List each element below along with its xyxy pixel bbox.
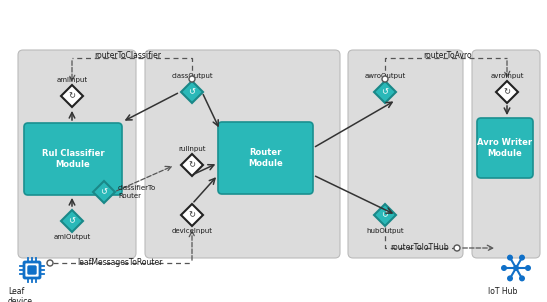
Text: ↻: ↻ [189, 210, 195, 220]
FancyBboxPatch shape [24, 123, 122, 195]
Text: amlInput: amlInput [56, 77, 88, 83]
FancyBboxPatch shape [477, 118, 533, 178]
Text: ↻: ↻ [68, 92, 75, 101]
Circle shape [189, 76, 195, 82]
Polygon shape [496, 81, 518, 103]
Text: ↺: ↺ [381, 210, 388, 220]
Polygon shape [61, 85, 83, 107]
Text: ↻: ↻ [189, 160, 195, 169]
Text: hubOutput: hubOutput [366, 228, 404, 234]
Polygon shape [181, 154, 203, 176]
Polygon shape [61, 210, 83, 232]
Text: classifierTo
Router: classifierTo Router [118, 185, 156, 198]
Text: routerToAvro: routerToAvro [424, 50, 472, 59]
Circle shape [507, 275, 513, 281]
FancyBboxPatch shape [145, 50, 340, 258]
FancyBboxPatch shape [348, 50, 463, 258]
Text: awroOutput: awroOutput [364, 73, 406, 79]
Text: routerToIoTHub: routerToIoTHub [391, 243, 449, 252]
FancyBboxPatch shape [24, 262, 40, 278]
Circle shape [513, 265, 519, 271]
Text: amlOutput: amlOutput [54, 234, 91, 240]
Text: leafMessagesToRouter: leafMessagesToRouter [77, 258, 162, 267]
Text: ↺: ↺ [101, 188, 108, 197]
Circle shape [501, 265, 507, 271]
Circle shape [47, 260, 53, 266]
Text: ↻: ↻ [503, 88, 510, 97]
FancyBboxPatch shape [28, 266, 36, 274]
Text: Router
Module: Router Module [248, 148, 283, 168]
Polygon shape [181, 204, 203, 226]
Text: routerToClassifier: routerToClassifier [95, 50, 161, 59]
Text: rulInput: rulInput [178, 146, 206, 152]
Text: ↺: ↺ [68, 217, 75, 226]
Text: Avro Writer
Module: Avro Writer Module [478, 138, 533, 158]
Polygon shape [93, 181, 115, 203]
FancyBboxPatch shape [472, 50, 540, 258]
Circle shape [507, 255, 513, 261]
Text: avroInput: avroInput [490, 73, 523, 79]
Circle shape [519, 255, 525, 261]
FancyBboxPatch shape [18, 50, 136, 258]
Circle shape [519, 275, 525, 281]
FancyBboxPatch shape [218, 122, 313, 194]
Text: deviceInput: deviceInput [172, 228, 212, 234]
Text: RuI Classifier
Module: RuI Classifier Module [42, 149, 104, 169]
Circle shape [454, 245, 460, 251]
Polygon shape [181, 81, 203, 103]
Text: classOutput: classOutput [171, 73, 213, 79]
Polygon shape [374, 81, 396, 103]
Text: IoT Hub: IoT Hub [488, 287, 517, 296]
Circle shape [525, 265, 531, 271]
Circle shape [382, 76, 388, 82]
Text: Leaf
device: Leaf device [8, 287, 33, 302]
Text: ↺: ↺ [189, 88, 195, 97]
Polygon shape [374, 204, 396, 226]
Text: ↺: ↺ [381, 88, 388, 97]
